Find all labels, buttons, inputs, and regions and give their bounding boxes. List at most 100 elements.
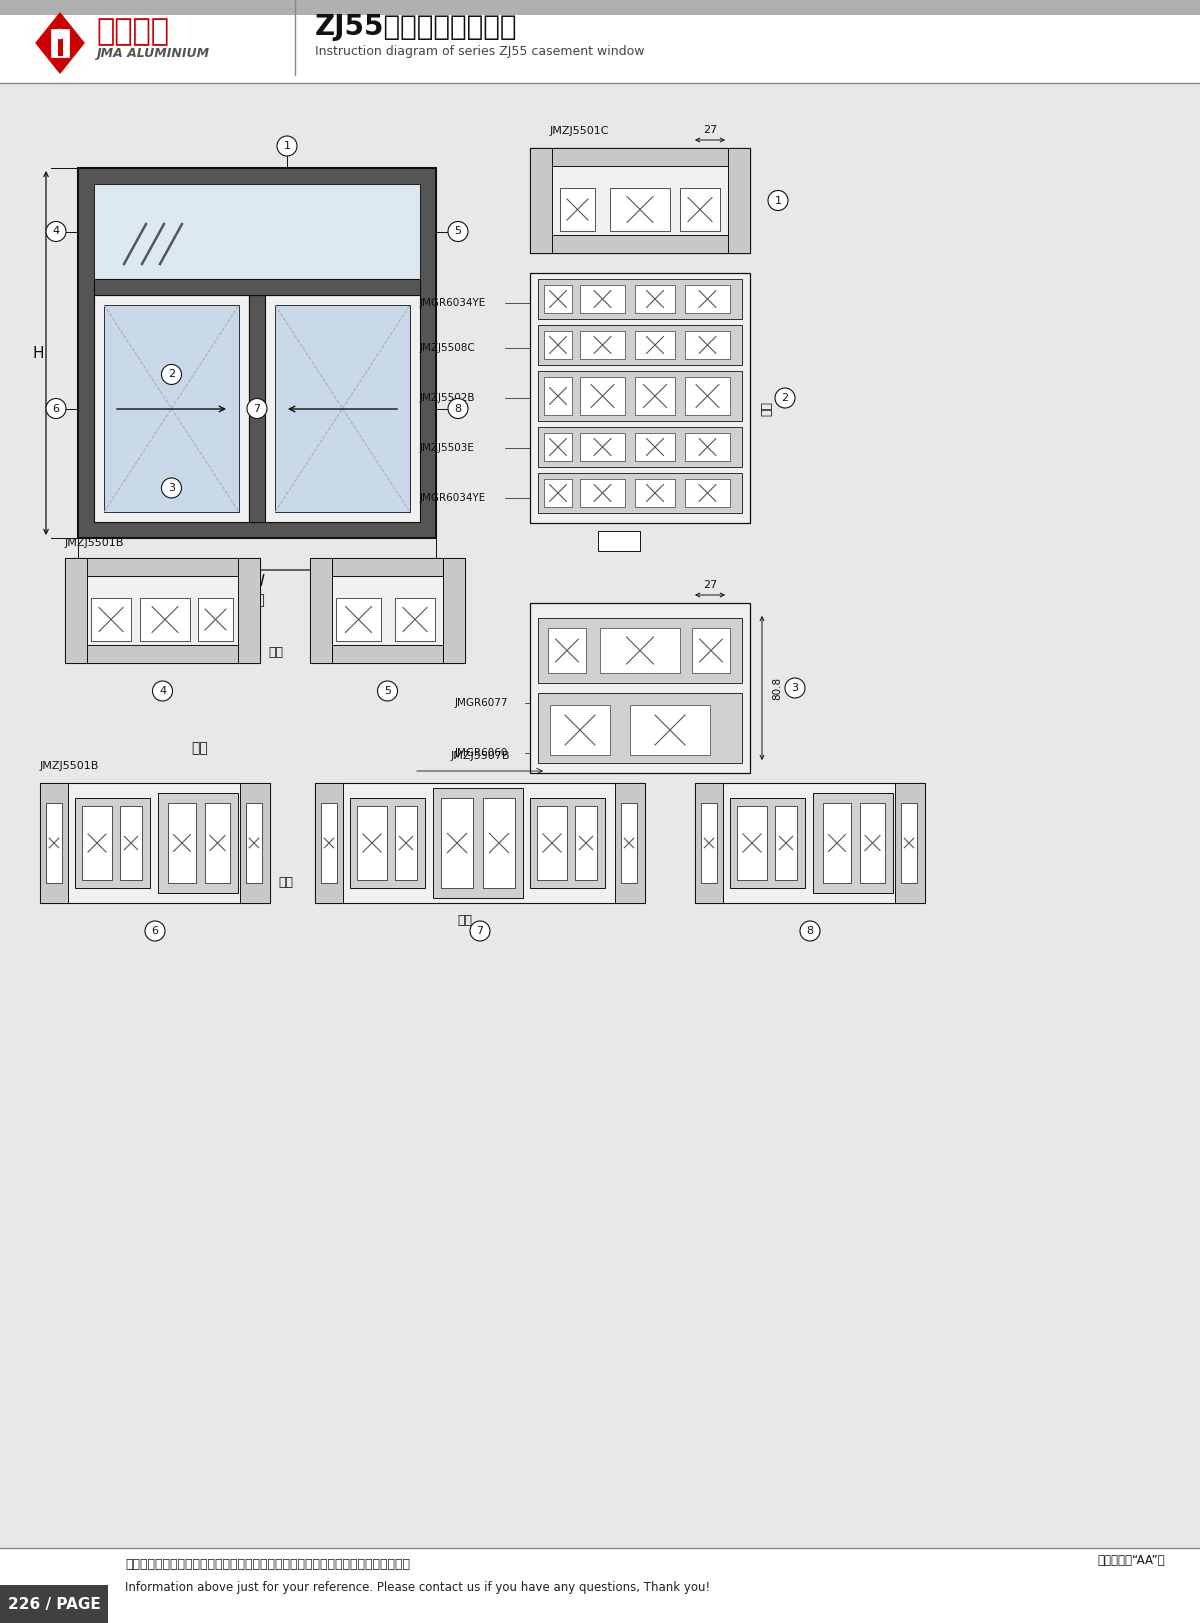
Bar — [322, 803, 337, 883]
Circle shape — [247, 399, 266, 419]
Bar — [538, 807, 568, 880]
Bar — [701, 803, 718, 883]
Text: JMA ALUMINIUM: JMA ALUMINIUM — [96, 47, 209, 60]
Bar — [120, 807, 142, 880]
Text: 27: 27 — [703, 125, 718, 135]
Bar — [616, 782, 646, 902]
Text: Instruction diagram of series ZJ55 casement window: Instruction diagram of series ZJ55 casem… — [314, 44, 644, 57]
Circle shape — [277, 136, 298, 156]
Bar — [538, 279, 742, 320]
Bar — [442, 799, 473, 888]
Text: Information above just for your reference. Please contact us if you have any que: Information above just for your referenc… — [125, 1581, 710, 1594]
Bar — [635, 377, 674, 415]
Bar — [737, 807, 767, 880]
Text: 室内: 室内 — [192, 742, 209, 755]
Bar — [635, 286, 674, 313]
Bar — [275, 305, 410, 511]
Bar — [40, 782, 68, 902]
Circle shape — [470, 920, 490, 941]
Text: 80.8: 80.8 — [772, 677, 782, 700]
Bar — [158, 794, 238, 893]
Bar — [530, 273, 750, 523]
Bar — [0, 1586, 108, 1623]
Bar — [0, 0, 1200, 83]
Text: JMZJ5508C: JMZJ5508C — [420, 342, 475, 352]
Text: 4: 4 — [53, 227, 60, 237]
Bar — [544, 377, 572, 415]
Bar — [575, 807, 598, 880]
Circle shape — [55, 29, 65, 39]
Circle shape — [378, 682, 397, 701]
Bar — [332, 558, 443, 576]
Text: JMGR6060: JMGR6060 — [455, 748, 509, 758]
Text: 室外: 室外 — [760, 401, 773, 415]
Text: ZJ55系列平开窗结构图: ZJ55系列平开窗结构图 — [314, 13, 517, 41]
Bar — [580, 479, 625, 506]
Bar — [580, 286, 625, 313]
Text: JMGR6077: JMGR6077 — [455, 698, 509, 708]
Text: 室内: 室内 — [612, 534, 628, 547]
Bar — [395, 597, 436, 641]
Text: 7: 7 — [253, 404, 260, 414]
Text: 注胶槽采用“AA”槽: 注胶槽采用“AA”槽 — [1097, 1555, 1165, 1568]
Circle shape — [768, 190, 788, 211]
Text: 室外: 室外 — [457, 914, 473, 927]
Bar — [538, 427, 742, 467]
Bar — [310, 558, 466, 664]
Bar — [775, 807, 797, 880]
Bar — [265, 295, 420, 523]
Text: W: W — [250, 575, 264, 589]
Text: 1: 1 — [283, 141, 290, 151]
Text: 226 / PAGE: 226 / PAGE — [7, 1597, 101, 1612]
Text: 6: 6 — [151, 927, 158, 936]
Bar — [680, 188, 720, 230]
Bar — [685, 433, 730, 461]
Bar — [538, 693, 742, 763]
Bar — [443, 558, 466, 664]
Bar — [88, 644, 238, 664]
Bar — [58, 34, 62, 57]
Text: 3: 3 — [792, 683, 798, 693]
Text: 室内: 室内 — [612, 534, 626, 547]
Bar — [538, 618, 742, 683]
Bar — [530, 604, 750, 773]
Text: 坚美铝业: 坚美铝业 — [96, 18, 169, 47]
Circle shape — [785, 678, 805, 698]
Bar — [635, 331, 674, 359]
Bar — [823, 803, 851, 883]
Bar — [685, 331, 730, 359]
Bar — [622, 803, 637, 883]
Text: 图中所示型材截面、装配、编号、尺寸及重量仅供参考。如有疑问，请向本公司查询。: 图中所示型材截面、装配、编号、尺寸及重量仅供参考。如有疑问，请向本公司查询。 — [125, 1558, 410, 1571]
Bar — [635, 433, 674, 461]
Bar — [140, 597, 190, 641]
Bar — [692, 628, 730, 674]
Bar — [728, 148, 750, 253]
Bar — [104, 305, 239, 511]
Bar — [94, 183, 420, 523]
Text: 2: 2 — [781, 393, 788, 403]
Bar — [310, 558, 332, 664]
Bar — [82, 807, 112, 880]
Bar — [94, 279, 420, 295]
Bar — [530, 148, 750, 253]
Circle shape — [448, 221, 468, 242]
Text: 3: 3 — [168, 484, 175, 493]
Bar — [0, 1548, 1200, 1623]
Bar — [901, 803, 917, 883]
Bar — [552, 148, 728, 166]
Text: JMZJ5502B: JMZJ5502B — [420, 393, 475, 403]
Bar — [65, 558, 260, 664]
Bar — [88, 558, 238, 576]
Bar — [246, 803, 262, 883]
Bar — [240, 782, 270, 902]
Circle shape — [152, 682, 173, 701]
Bar — [580, 331, 625, 359]
Bar — [544, 286, 572, 313]
Bar — [538, 472, 742, 513]
Text: 27: 27 — [703, 579, 718, 591]
Bar — [685, 377, 730, 415]
Text: 室外: 室外 — [268, 646, 283, 659]
Text: 4: 4 — [158, 687, 166, 696]
Circle shape — [775, 388, 796, 407]
Bar — [482, 799, 515, 888]
